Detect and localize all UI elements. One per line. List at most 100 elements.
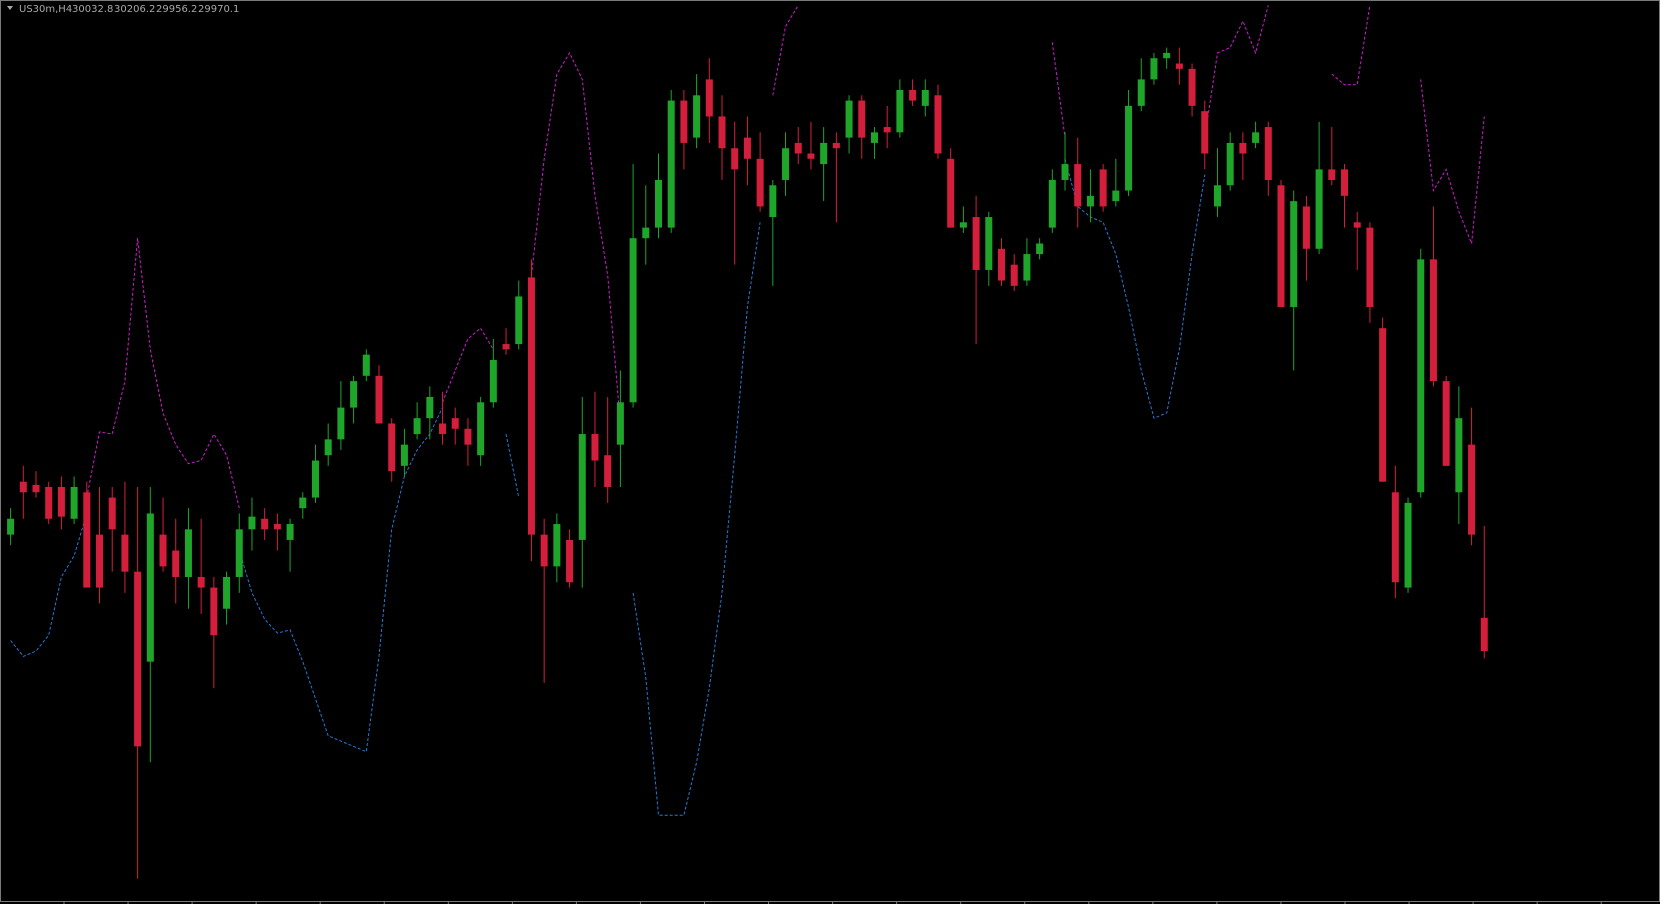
candle-body — [273, 524, 281, 530]
candle-body — [19, 481, 27, 493]
candle-body — [870, 132, 878, 143]
candle-body — [83, 492, 91, 588]
candle-body — [286, 524, 294, 540]
candle-body — [921, 89, 929, 106]
candle-body — [1188, 68, 1196, 106]
candle-body — [426, 397, 434, 419]
candle-body — [820, 142, 828, 165]
candle-body — [566, 539, 574, 583]
candle-body — [1023, 254, 1031, 281]
candle-body — [743, 137, 751, 159]
candle-body — [540, 534, 548, 567]
candle-body — [896, 89, 904, 133]
indicator-line — [442, 327, 494, 403]
candle-body — [1315, 169, 1323, 249]
candle-body — [680, 100, 688, 143]
candle-body — [375, 375, 383, 424]
candle-body — [1099, 169, 1107, 207]
indicator-line — [1331, 5, 1371, 86]
candle-body — [947, 158, 955, 228]
candle-body — [70, 486, 78, 519]
indicator-line — [632, 222, 761, 816]
candle-body — [985, 217, 993, 270]
candle-body — [642, 227, 650, 239]
candle-body — [489, 359, 497, 403]
indicator-line — [1420, 79, 1485, 244]
candle-body — [1341, 169, 1349, 196]
plot-area — [7, 5, 1488, 879]
candle-body — [1175, 63, 1183, 69]
candle-body — [1429, 259, 1437, 382]
candle-body — [439, 423, 447, 435]
candle-body — [1391, 492, 1399, 583]
candle-body — [45, 486, 53, 519]
candle-body — [731, 148, 739, 170]
candle-body — [388, 423, 396, 472]
candle-body — [172, 550, 180, 577]
indicator-line — [1204, 5, 1269, 138]
candle-body — [502, 344, 510, 350]
candle-body — [32, 484, 40, 493]
candle-body — [1366, 227, 1374, 308]
candle-body — [1328, 169, 1336, 180]
candle-body — [1163, 52, 1171, 59]
candle-body — [1290, 201, 1298, 308]
candle-body — [769, 185, 777, 218]
candle-body — [1036, 243, 1044, 255]
menu-triangle[interactable] — [7, 6, 13, 10]
candle-body — [400, 444, 408, 466]
candle-body — [7, 518, 15, 535]
candle-body — [756, 158, 764, 207]
candle-body — [261, 518, 269, 530]
indicator-line — [1051, 42, 1066, 138]
candle-body — [350, 381, 358, 408]
candle-body — [57, 486, 65, 517]
candle-body — [1086, 195, 1094, 207]
candle-body — [883, 127, 891, 133]
candle-body — [1074, 164, 1082, 207]
candle-body — [604, 455, 612, 487]
candle-body — [159, 534, 167, 567]
indicator-line — [238, 407, 443, 753]
candle-body — [96, 534, 104, 588]
candle-body — [1264, 127, 1272, 180]
indicator-line — [772, 5, 799, 96]
candle-body — [248, 516, 256, 530]
candle-body — [934, 95, 942, 154]
candle-body — [1468, 444, 1476, 535]
candle-body — [718, 116, 726, 149]
candle-body — [464, 428, 472, 445]
candle-body — [146, 513, 154, 662]
candle-body — [1252, 132, 1260, 143]
candle-body — [794, 142, 802, 154]
candle-body — [1137, 79, 1145, 106]
candle-body — [782, 148, 790, 180]
candle-body — [1480, 617, 1488, 652]
candle-body — [134, 571, 142, 747]
candle-body — [210, 587, 218, 636]
candle-body — [197, 576, 205, 588]
candle-body — [591, 434, 599, 461]
candle-body — [959, 222, 967, 228]
candle-body — [1239, 142, 1247, 154]
chart-title: US30m,H4 — [19, 4, 72, 15]
indicator-line — [505, 434, 520, 498]
candle-body — [1201, 111, 1209, 154]
candle-body — [235, 529, 243, 577]
candle-body — [1417, 259, 1425, 493]
candle-body — [477, 402, 485, 456]
candle-body — [578, 434, 586, 540]
candle-body — [1455, 418, 1463, 493]
candle-body — [553, 524, 561, 567]
candle-body — [311, 460, 319, 498]
candle-body — [451, 418, 459, 429]
candle-body — [1277, 185, 1285, 308]
candle-body — [972, 217, 980, 270]
candle-body — [807, 153, 815, 159]
candle-body — [1150, 58, 1158, 80]
indicator-line — [531, 51, 621, 424]
candle-body — [629, 238, 637, 403]
